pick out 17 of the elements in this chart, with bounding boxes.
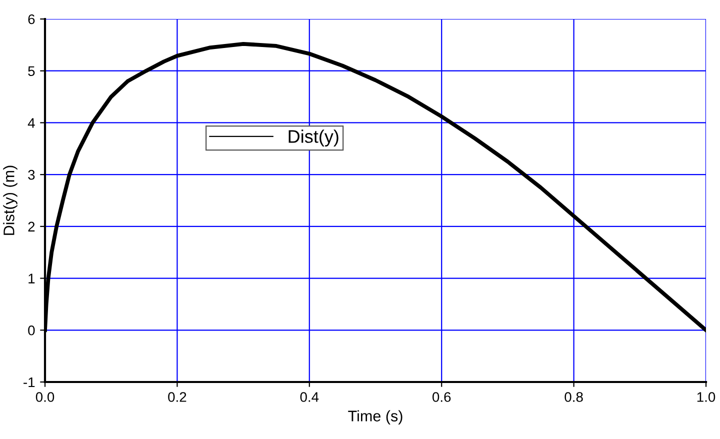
y-tick-label: 2 [28,222,35,232]
y-tick-label: 1 [28,274,35,284]
y-tick-label: -1 [24,377,35,388]
y-tick-label: 6 [28,14,35,24]
x-tick-label: 0.2 [168,392,186,402]
x-tick-label: 0.0 [36,392,54,402]
legend-label: Dist(y) [288,130,338,146]
y-axis-title: Dist(y) (m) [3,166,18,235]
x-tick-label: 0.8 [564,392,583,402]
x-axis-title: Time (s) [348,410,402,424]
y-tick-label: 0 [28,325,35,336]
x-tick-label: 1.0 [697,392,716,402]
x-tick-label: 0.6 [432,392,451,402]
y-tick-label: 4 [28,118,35,128]
y-tick-label: 5 [28,66,35,76]
y-tick-label: 3 [28,170,35,180]
x-tick-label: 0.4 [300,392,319,402]
